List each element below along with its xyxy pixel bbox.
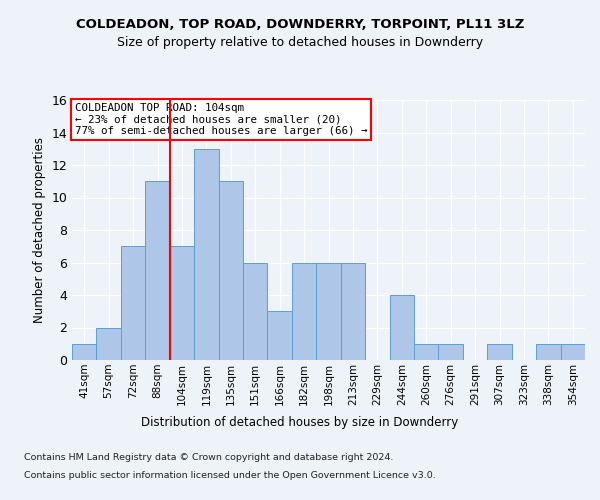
Bar — [194, 149, 218, 360]
Bar — [145, 181, 170, 360]
Text: Size of property relative to detached houses in Downderry: Size of property relative to detached ho… — [117, 36, 483, 49]
Bar — [487, 344, 512, 360]
Bar — [170, 246, 194, 360]
Bar — [218, 181, 243, 360]
Bar — [316, 262, 341, 360]
Text: COLDEADON TOP ROAD: 104sqm
← 23% of detached houses are smaller (20)
77% of semi: COLDEADON TOP ROAD: 104sqm ← 23% of deta… — [74, 102, 367, 136]
Bar — [414, 344, 439, 360]
Bar — [389, 295, 414, 360]
Text: Distribution of detached houses by size in Downderry: Distribution of detached houses by size … — [142, 416, 458, 429]
Bar — [439, 344, 463, 360]
Bar — [536, 344, 560, 360]
Text: Contains public sector information licensed under the Open Government Licence v3: Contains public sector information licen… — [24, 472, 436, 480]
Bar — [292, 262, 316, 360]
Bar — [243, 262, 268, 360]
Bar — [268, 311, 292, 360]
Bar — [97, 328, 121, 360]
Bar — [121, 246, 145, 360]
Bar — [560, 344, 585, 360]
Y-axis label: Number of detached properties: Number of detached properties — [33, 137, 46, 323]
Text: Contains HM Land Registry data © Crown copyright and database right 2024.: Contains HM Land Registry data © Crown c… — [24, 453, 394, 462]
Text: COLDEADON, TOP ROAD, DOWNDERRY, TORPOINT, PL11 3LZ: COLDEADON, TOP ROAD, DOWNDERRY, TORPOINT… — [76, 18, 524, 30]
Bar — [72, 344, 97, 360]
Bar — [341, 262, 365, 360]
